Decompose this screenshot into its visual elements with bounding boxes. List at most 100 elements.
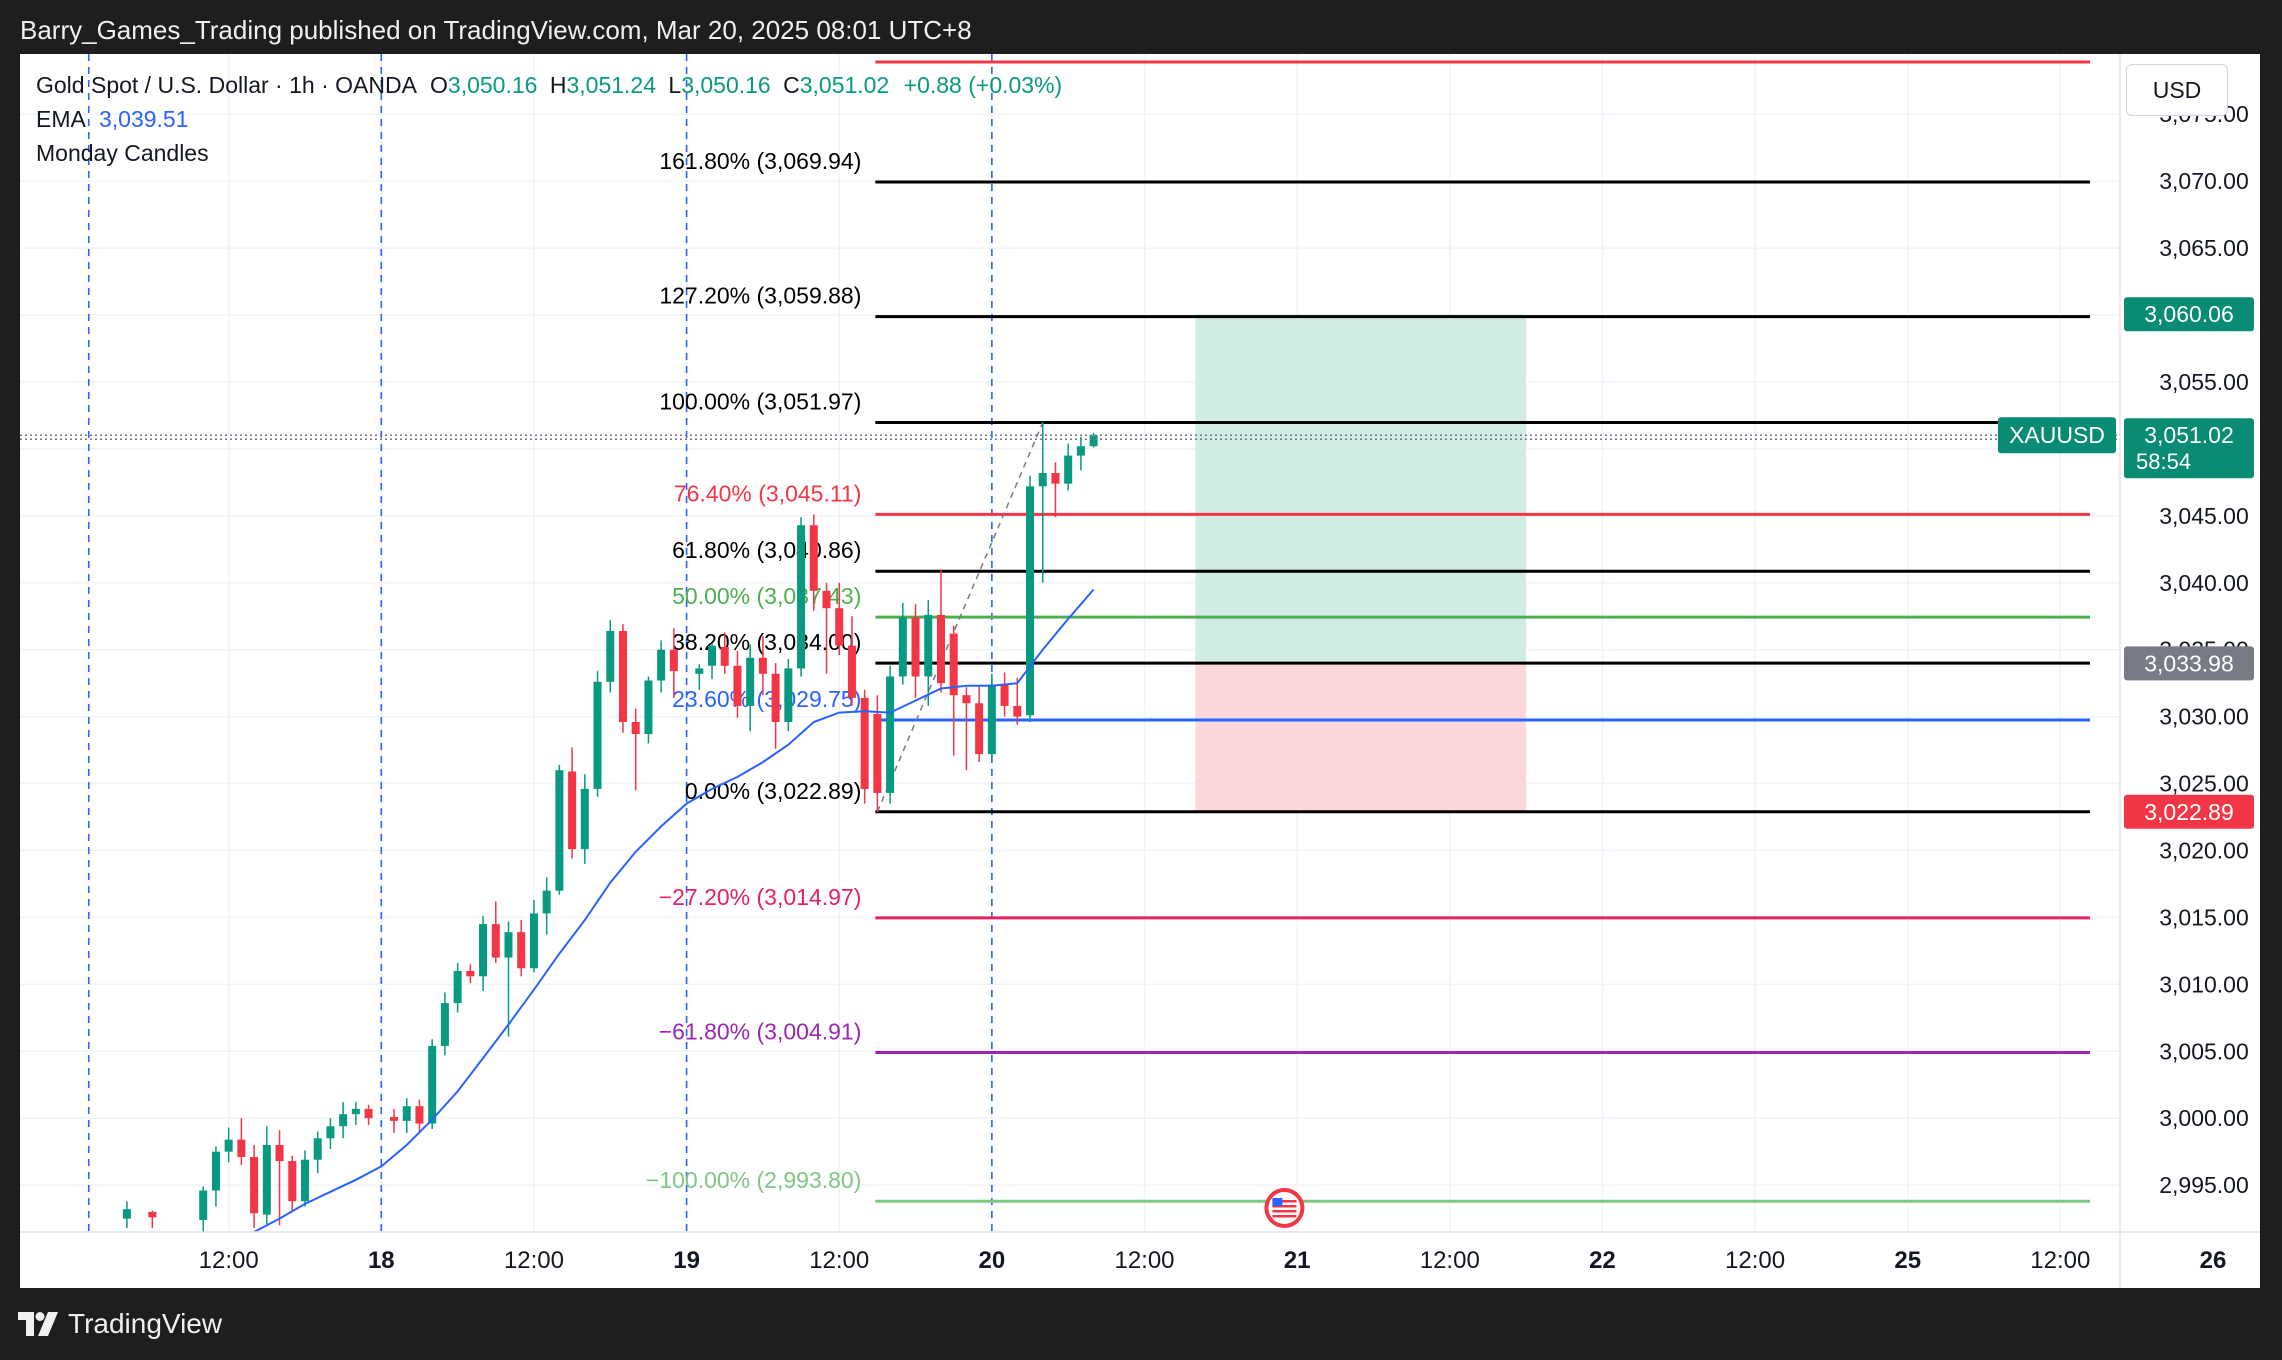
candle-up[interactable] xyxy=(784,659,793,732)
candle-down[interactable] xyxy=(936,569,945,693)
candle-down[interactable] xyxy=(466,964,475,984)
candle-up[interactable] xyxy=(440,992,449,1056)
candle-down[interactable] xyxy=(1000,672,1009,717)
candle-body xyxy=(237,1139,246,1158)
candle-down[interactable] xyxy=(911,604,920,698)
take-profit-zone[interactable] xyxy=(1195,314,1527,664)
candle-up[interactable] xyxy=(199,1186,208,1232)
candle-down[interactable] xyxy=(517,920,526,977)
candle-down[interactable] xyxy=(669,628,678,698)
candle-up[interactable] xyxy=(886,665,895,804)
candle-up[interactable] xyxy=(122,1201,131,1228)
fib-trend-line[interactable] xyxy=(876,422,1044,813)
legend-open-value: 3,050.16 xyxy=(447,72,538,98)
candle-up[interactable] xyxy=(555,764,564,895)
candle-up[interactable] xyxy=(580,774,589,864)
candle-down[interactable] xyxy=(390,1108,399,1133)
candle-up[interactable] xyxy=(1064,443,1073,491)
candle-down[interactable] xyxy=(148,1210,157,1228)
candle-down[interactable] xyxy=(237,1118,246,1166)
candle-down[interactable] xyxy=(822,582,831,674)
candle-down[interactable] xyxy=(847,616,856,706)
candle-down[interactable] xyxy=(949,625,958,756)
candle-down[interactable] xyxy=(250,1144,259,1228)
candle-up[interactable] xyxy=(529,900,538,973)
ema-line[interactable] xyxy=(253,588,1095,1233)
price-axis[interactable]: 3,075.003,070.003,065.003,060.003,055.00… xyxy=(2124,101,2254,1198)
chart-frame[interactable]: 161.80% (3,069.94) 127.20% (3,059.88) 100.… xyxy=(20,54,2260,1288)
price-axis-label[interactable]: 3,033.98 xyxy=(2124,646,2254,681)
candle-up[interactable] xyxy=(797,517,806,677)
countdown-text: 58:54 xyxy=(2136,449,2191,474)
legend-ema[interactable]: EMA 3,039.51 xyxy=(36,106,189,133)
candle-up[interactable] xyxy=(339,1102,348,1139)
candle-down[interactable] xyxy=(1051,462,1060,518)
candle-up[interactable] xyxy=(593,671,602,797)
candle-up[interactable] xyxy=(224,1127,233,1163)
candle-up[interactable] xyxy=(644,676,653,744)
candle-up[interactable] xyxy=(326,1118,335,1150)
candle-up[interactable] xyxy=(453,962,462,1013)
price-tick-label: 3,020.00 xyxy=(2159,837,2249,863)
candle-down[interactable] xyxy=(962,687,971,771)
candle-up[interactable] xyxy=(262,1126,271,1224)
candle-up[interactable] xyxy=(351,1102,360,1125)
fib-retracement[interactable]: 161.80% (3,069.94) 127.20% (3,059.88) 100.… xyxy=(646,60,2090,1203)
candle-up[interactable] xyxy=(300,1150,309,1207)
legend-open-label: O xyxy=(430,72,448,98)
candle-down[interactable] xyxy=(415,1099,424,1133)
candle-down[interactable] xyxy=(835,582,844,656)
currency-button[interactable]: USD xyxy=(2126,64,2228,116)
candle-down[interactable] xyxy=(975,685,984,763)
candle-up[interactable] xyxy=(708,643,717,680)
symbol-tag[interactable] xyxy=(1998,417,2116,454)
stop-loss-zone[interactable] xyxy=(1195,663,1527,812)
time-axis[interactable]: 12:00 18 12:00 19 12:00 20 12:00 21 12:00 22 12:00… xyxy=(199,1247,2227,1274)
candle-up[interactable] xyxy=(606,620,615,693)
tradingview-logo[interactable]: TradingView xyxy=(18,1308,222,1340)
candle-down[interactable] xyxy=(809,514,818,611)
candle-down[interactable] xyxy=(720,632,729,674)
candle-down[interactable] xyxy=(733,651,742,718)
price-axis-label[interactable]: 3,060.06 xyxy=(2124,297,2254,332)
candle-down[interactable] xyxy=(491,901,500,963)
candle-up[interactable] xyxy=(987,673,996,761)
candle-up[interactable] xyxy=(504,921,513,1037)
price-axis-label[interactable]: 3,022.89 xyxy=(2124,794,2254,829)
candle-down[interactable] xyxy=(873,695,882,812)
candle-up[interactable] xyxy=(313,1131,322,1174)
candle-down[interactable] xyxy=(631,708,640,791)
candle-up[interactable] xyxy=(402,1098,411,1133)
candle-down[interactable] xyxy=(364,1104,373,1125)
candle-down[interactable] xyxy=(771,663,780,749)
candle-up[interactable] xyxy=(1076,436,1085,471)
candle-down[interactable] xyxy=(860,689,869,804)
candle-down[interactable] xyxy=(288,1155,297,1211)
candle-down[interactable] xyxy=(758,636,767,696)
time-tick-label: 12:00 xyxy=(1114,1247,1174,1274)
candle-body xyxy=(708,645,717,666)
candle-up[interactable] xyxy=(428,1039,437,1129)
candle-down[interactable] xyxy=(618,624,627,733)
legend-symbol[interactable]: Gold Spot / U.S. Dollar · 1h · OANDA xyxy=(36,72,416,98)
time-tick-label: 12:00 xyxy=(1420,1247,1480,1274)
candle-up[interactable] xyxy=(924,600,933,706)
plot-area[interactable]: 161.80% (3,069.94) 127.20% (3,059.88) 100.… xyxy=(20,54,2213,1232)
candle-up[interactable] xyxy=(695,664,704,690)
candle-down[interactable] xyxy=(568,747,577,859)
chart-canvas[interactable]: 161.80% (3,069.94) 127.20% (3,059.88) 100.… xyxy=(20,54,2260,1288)
candle-up[interactable] xyxy=(1038,422,1047,583)
candle-down[interactable] xyxy=(1013,677,1022,725)
candle-up[interactable] xyxy=(542,877,551,935)
candle-up[interactable] xyxy=(746,644,755,732)
candle-up[interactable] xyxy=(479,916,488,992)
candle-up[interactable] xyxy=(211,1146,220,1207)
candle-up[interactable] xyxy=(657,640,666,693)
candle-up[interactable] xyxy=(1026,475,1035,722)
legend-monday-candles[interactable]: Monday Candles xyxy=(36,140,209,167)
candle-down[interactable] xyxy=(275,1130,284,1226)
candle-up[interactable] xyxy=(898,602,907,685)
candle-up[interactable] xyxy=(1089,432,1098,448)
economic-event-icon[interactable] xyxy=(1264,1188,1305,1228)
